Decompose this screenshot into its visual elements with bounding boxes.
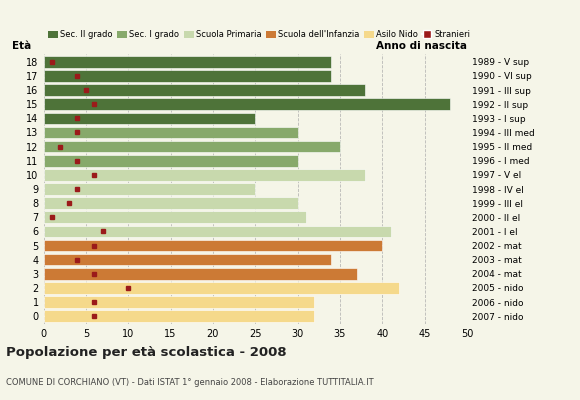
Text: Età: Età [12, 41, 31, 51]
Bar [44, 240, 382, 251]
Text: COMUNE DI CORCHIANO (VT) - Dati ISTAT 1° gennaio 2008 - Elaborazione TUTTITALIA.: COMUNE DI CORCHIANO (VT) - Dati ISTAT 1°… [6, 378, 374, 387]
Bar [44, 226, 391, 237]
Bar [44, 197, 298, 209]
Bar [44, 127, 298, 138]
Bar [44, 310, 314, 322]
Bar [44, 183, 255, 195]
Bar [44, 98, 450, 110]
Bar [44, 254, 331, 266]
Bar [44, 212, 306, 223]
Bar [44, 84, 365, 96]
Bar [44, 56, 331, 68]
Bar [44, 268, 357, 280]
Bar [44, 112, 255, 124]
Bar [44, 155, 298, 166]
Legend: Sec. II grado, Sec. I grado, Scuola Primaria, Scuola dell'Infanzia, Asilo Nido, : Sec. II grado, Sec. I grado, Scuola Prim… [48, 30, 471, 39]
Text: Anno di nascita: Anno di nascita [376, 41, 467, 51]
Text: Popolazione per età scolastica - 2008: Popolazione per età scolastica - 2008 [6, 346, 287, 359]
Bar [44, 296, 314, 308]
Bar [44, 282, 399, 294]
Bar [44, 70, 331, 82]
Bar [44, 141, 340, 152]
Bar [44, 169, 365, 181]
